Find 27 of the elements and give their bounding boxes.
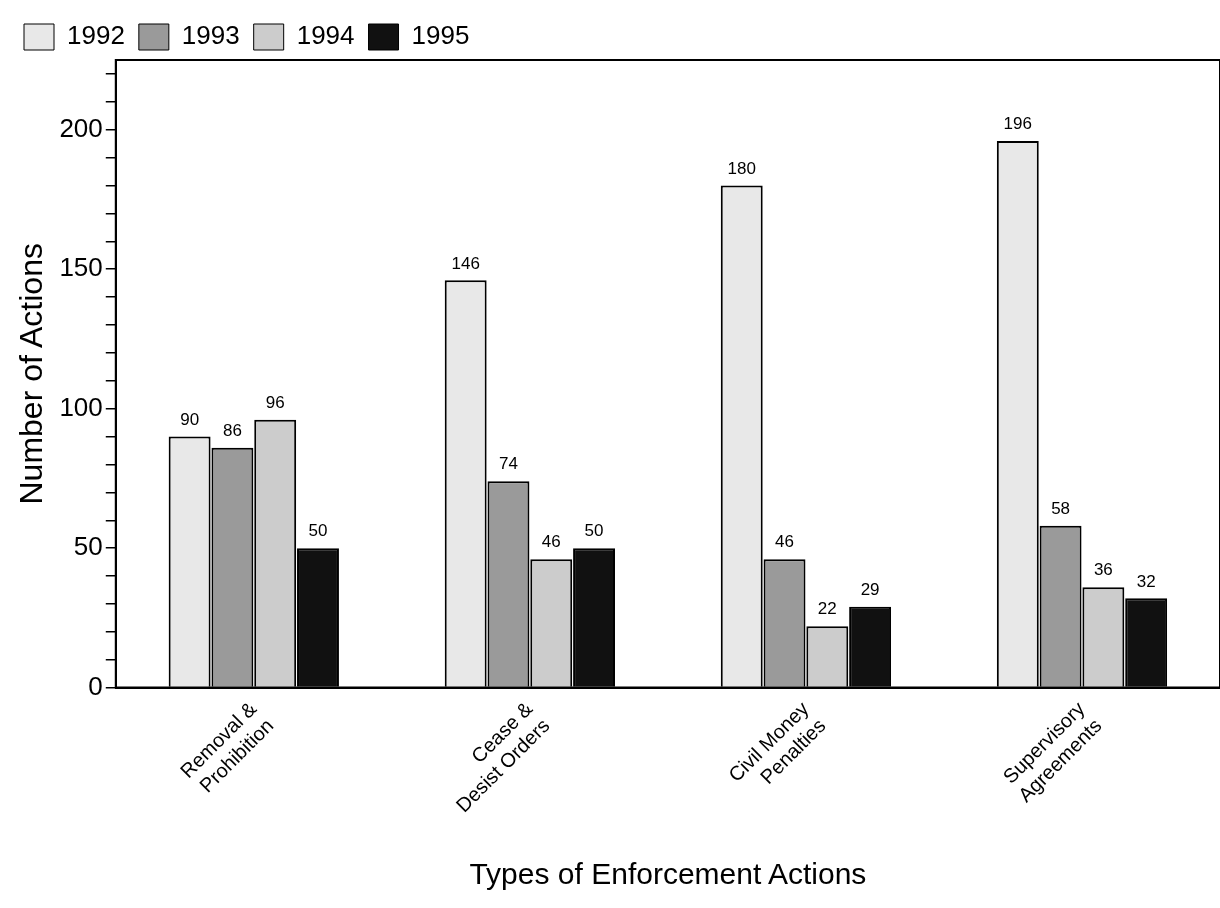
y-tick-label: 150 — [59, 252, 103, 283]
data-label: 58 — [1051, 499, 1071, 519]
y-tick-label: 0 — [88, 670, 103, 701]
data-label: 29 — [860, 579, 880, 599]
data-label: 50 — [308, 521, 328, 541]
y-tick-label: 50 — [73, 531, 103, 562]
y-axis-title: Number of Actions — [13, 243, 50, 505]
data-label: 36 — [1093, 560, 1113, 580]
data-label: 46 — [541, 532, 561, 552]
data-label: 180 — [727, 158, 756, 178]
data-label: 46 — [775, 532, 794, 552]
legend-label: 1994 — [296, 20, 355, 51]
data-label: 96 — [265, 393, 285, 413]
legend-label: 1995 — [411, 20, 470, 51]
data-label: 74 — [499, 454, 518, 474]
data-label: 146 — [451, 253, 480, 273]
data-label: 86 — [222, 420, 242, 440]
data-label: 90 — [180, 409, 200, 429]
data-label: 22 — [817, 599, 837, 619]
legend-label: 1993 — [181, 20, 240, 51]
y-tick-label: 200 — [59, 112, 103, 143]
legend-label: 1992 — [67, 20, 125, 51]
data-label: 32 — [1136, 571, 1156, 591]
x-axis-title: Types of Enforcement Actions — [469, 857, 867, 891]
data-label: 196 — [1003, 114, 1032, 134]
y-tick-label: 100 — [59, 391, 103, 422]
data-label: 50 — [584, 521, 604, 541]
